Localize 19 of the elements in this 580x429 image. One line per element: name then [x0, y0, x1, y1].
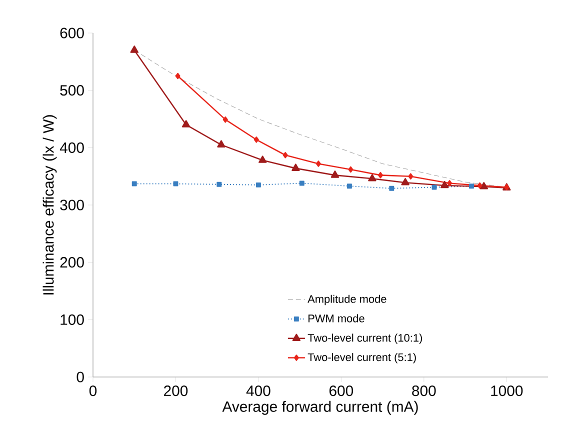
- y-tick-label: 600: [60, 28, 84, 38]
- legend-label: Amplitude mode: [308, 294, 386, 306]
- y-tick-label: 100: [60, 314, 84, 325]
- x-tick-label: 600: [329, 386, 354, 396]
- y-tick-label: 300: [60, 200, 84, 210]
- legend-label: Two-level current (5:1): [308, 353, 416, 364]
- x-tick-label: 800: [412, 386, 436, 396]
- y-axis-title: Illuminance efficacy (lx / W): [42, 115, 57, 294]
- y-tick-label: 500: [60, 85, 84, 96]
- x-tick-label: 200: [164, 386, 188, 396]
- x-tick-label: 1000: [491, 386, 523, 396]
- legend-label: PWM mode: [308, 314, 364, 322]
- y-tick-label: 200: [60, 257, 84, 268]
- y-tick-label: 400: [60, 142, 84, 153]
- x-tick-label: 0: [89, 386, 97, 396]
- x-axis-title: Average forward current (mA): [222, 400, 418, 415]
- y-tick-label: 0: [76, 372, 84, 382]
- x-tick-label: 400: [246, 386, 270, 396]
- legend-label: Two-level current (10:1): [308, 334, 422, 344]
